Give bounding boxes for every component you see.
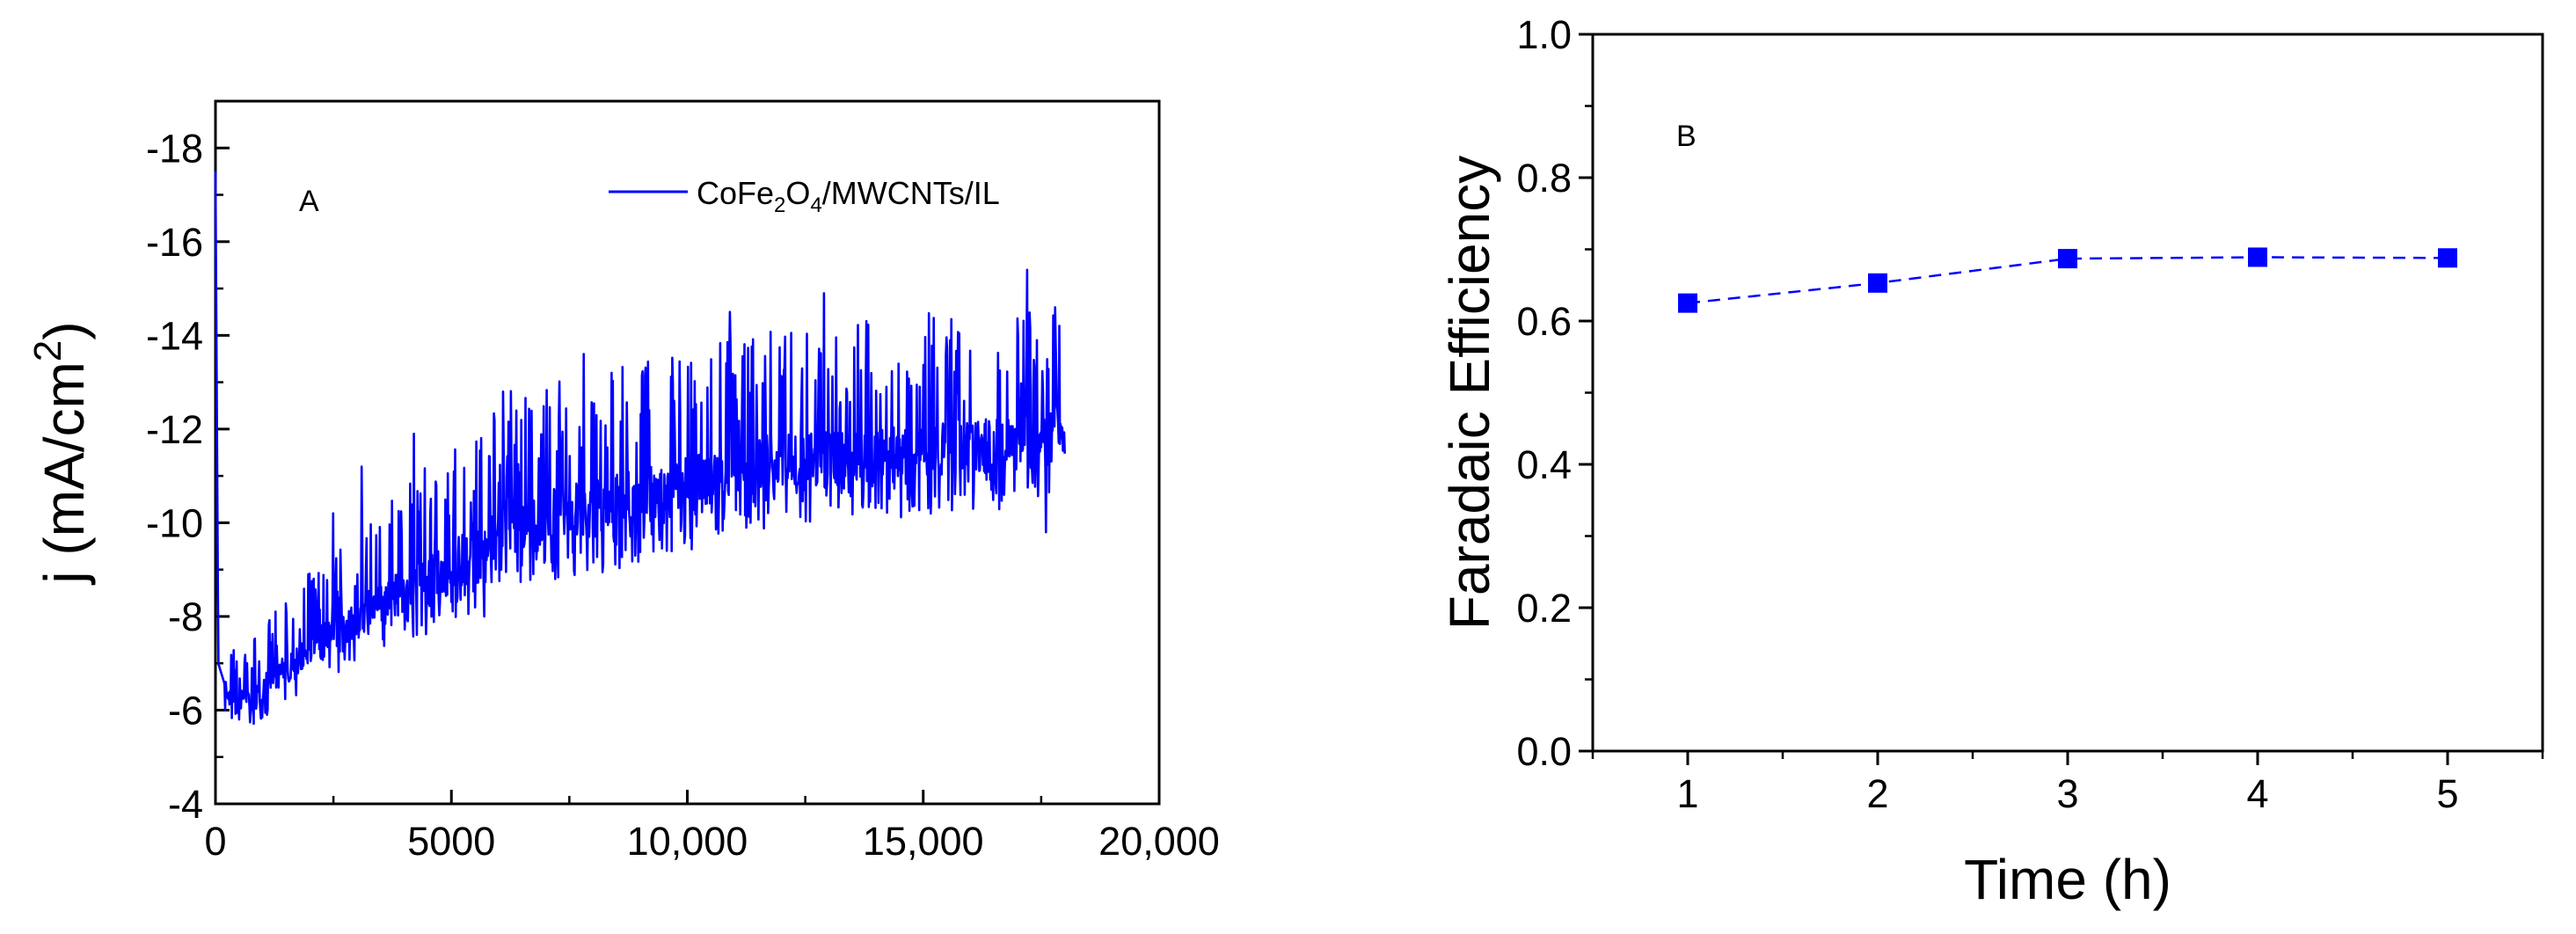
x-tick-label-b: 1 [1676, 771, 1698, 816]
data-line-cofe2o4 [214, 171, 1066, 726]
x-tick-label-b: 3 [2056, 771, 2078, 816]
x-tick-label-a: 5000 [407, 819, 495, 864]
x-tick-label-a: 10,000 [627, 819, 748, 864]
data-point-marker [1868, 273, 1887, 293]
y-tick-label-b: 0.0 [1516, 729, 1572, 774]
y-tick-label-a: -12 [146, 407, 203, 452]
legend-a: CoFe2O4/MWCNTs/IL [609, 175, 1000, 217]
panel-label-b: B [1676, 120, 1697, 153]
legend-text-part: CoFe [697, 175, 774, 211]
x-tick-label-b: 5 [2436, 771, 2458, 816]
x-tick-label-a: 20,000 [1098, 819, 1220, 864]
x-tick-label-b: 2 [1866, 771, 1888, 816]
y-tick-label-b: 0.4 [1516, 442, 1572, 487]
y-axis-title-a: j (mA/cm2) [26, 321, 96, 585]
y-tick-label-a: -8 [168, 595, 203, 639]
tick-labels-b: 1 2 3 4 5 0.0 0.2 0.4 0.6 0.8 1.0 [1516, 12, 2458, 816]
x-tick-label-b: 4 [2246, 771, 2268, 816]
legend-subscript: 4 [810, 193, 821, 217]
data-point-marker [1678, 293, 1697, 313]
x-axis-title-b: Time (h) [1964, 848, 2171, 911]
y-tick-label-a: -4 [168, 782, 203, 827]
y-tick-label-b: 0.6 [1516, 299, 1572, 344]
data-line-faradaic-efficiency [1687, 256, 2448, 304]
y-tick-label-a: -6 [168, 688, 203, 733]
axis-ticks-b [1579, 33, 2544, 765]
panel-label-a: A [299, 185, 319, 218]
chart-panel-b: 1 2 3 4 5 0.0 0.2 0.4 0.6 0.8 1.0 Time (h) Faradai… [1438, 12, 2544, 911]
x-tick-label-a: 15,000 [863, 819, 984, 864]
chart-panel-a: 0 5000 10,000 15,000 20,000 -4 -6 -8 -10 -12 -14 -1… [26, 99, 1220, 864]
data-point-marker [2248, 247, 2267, 267]
data-point-marker [2058, 249, 2077, 269]
y-tick-label-a: -14 [146, 313, 203, 358]
legend-label-cofe2o4: CoFe2O4/MWCNTs/IL [697, 175, 1000, 217]
data-markers-b [1678, 247, 2457, 313]
y-tick-label-a: -16 [146, 220, 203, 265]
y-axis-title-a-close: ) [33, 321, 96, 339]
plot-frame-b [1591, 33, 2544, 753]
y-tick-label-a: -10 [146, 500, 203, 545]
data-point-marker [2438, 248, 2457, 268]
y-tick-label-b: 0.8 [1516, 156, 1572, 201]
y-tick-label-a: -18 [146, 126, 203, 171]
legend-text-part: /MWCNTs/IL [822, 175, 1000, 211]
y-tick-label-b: 1.0 [1516, 12, 1572, 57]
y-axis-title-a-sup: 2 [26, 340, 69, 361]
x-tick-label-a: 0 [204, 819, 226, 864]
y-axis-title-a-main: j (mA/cm [33, 361, 96, 585]
y-tick-label-b: 0.2 [1516, 586, 1572, 631]
tick-labels-a: 0 5000 10,000 15,000 20,000 -4 -6 -8 -10 -12 -14 -1… [146, 126, 1220, 864]
legend-text-part: O [785, 175, 810, 211]
legend-subscript: 2 [774, 193, 785, 217]
y-axis-title-b: Faradaic Efficiency [1438, 156, 1501, 631]
